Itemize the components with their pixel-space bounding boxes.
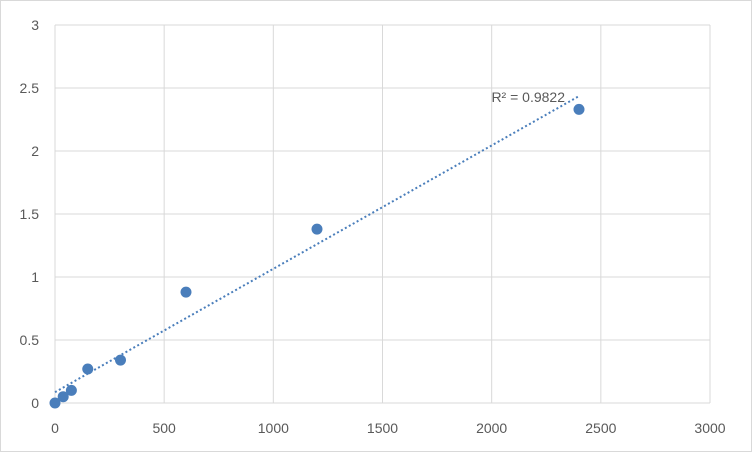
data-point [57, 391, 69, 403]
gridlines [54, 24, 711, 404]
y-tick-label: 2.5 [20, 80, 40, 96]
x-tick-label: 1500 [367, 420, 398, 436]
data-point [82, 363, 94, 375]
y-tick-label: 3 [31, 17, 39, 33]
x-tick-label: 2500 [585, 420, 616, 436]
data-point [49, 397, 61, 409]
x-axis-tick-labels: 0 500 1000 1500 2000 2500 3000 [51, 420, 726, 436]
data-point [311, 223, 323, 235]
x-tick-label: 500 [152, 420, 176, 436]
x-tick-label: 3000 [694, 420, 725, 436]
data-point [180, 286, 192, 298]
x-tick-label: 1000 [258, 420, 289, 436]
y-tick-label: 2 [31, 143, 39, 159]
trendline-group [54, 95, 580, 394]
trendline [54, 95, 580, 394]
data-point [573, 103, 585, 115]
data-points [49, 103, 585, 409]
r-squared-label: R² = 0.9822 [491, 89, 565, 105]
data-point [65, 384, 77, 396]
data-point [115, 354, 126, 366]
y-tick-label: 0.5 [20, 332, 40, 348]
y-tick-label: 0 [31, 395, 39, 411]
x-tick-label: 2000 [476, 420, 507, 436]
y-tick-label: 1 [31, 269, 39, 285]
x-tick-label: 0 [51, 420, 59, 436]
y-tick-label: 1.5 [20, 206, 40, 222]
y-axis-tick-labels: 0 0.5 1 1.5 2 2.5 3 [20, 17, 40, 411]
